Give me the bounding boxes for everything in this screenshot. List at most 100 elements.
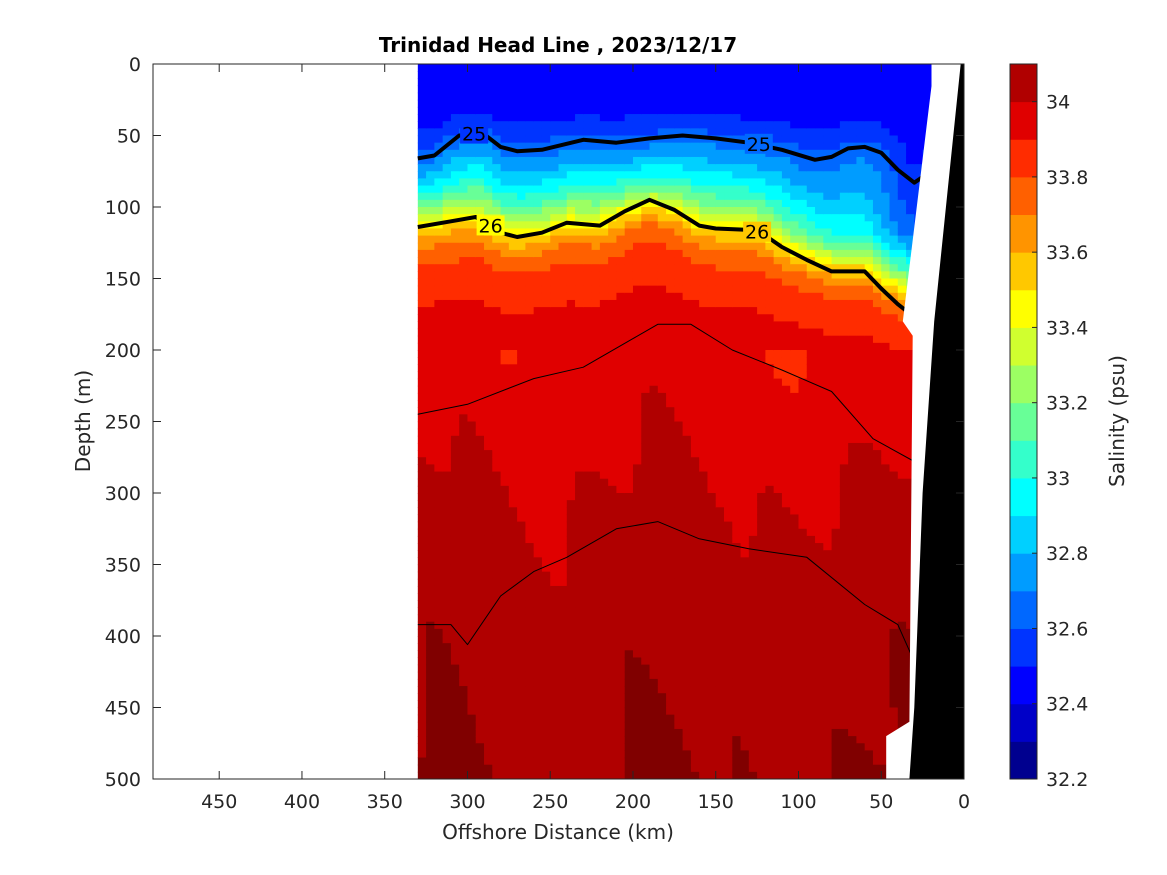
salinity-cell (508, 378, 518, 387)
salinity-cell (599, 714, 609, 723)
salinity-cell (724, 271, 733, 280)
salinity-cell (608, 757, 618, 766)
salinity-cell (500, 664, 510, 673)
salinity-cell (417, 457, 427, 465)
salinity-cell (583, 657, 593, 666)
salinity-cell (773, 564, 783, 573)
salinity-cell (583, 671, 593, 680)
salinity-cell (781, 707, 791, 716)
salinity-cell (715, 385, 725, 394)
salinity-cell (823, 678, 833, 687)
salinity-cell (533, 135, 543, 144)
salinity-cell (434, 350, 444, 358)
salinity-cell (525, 121, 535, 129)
salinity-cell (525, 743, 535, 751)
salinity-cell (426, 650, 435, 659)
salinity-cell (715, 278, 725, 287)
salinity-cell (492, 700, 502, 709)
salinity-cell (707, 593, 717, 601)
salinity-cell (748, 757, 758, 766)
salinity-cell (558, 464, 568, 473)
salinity-cell (591, 128, 601, 137)
salinity-cell (599, 228, 609, 237)
salinity-cell (748, 743, 758, 751)
salinity-cell (773, 392, 783, 401)
salinity-cell (732, 407, 742, 415)
salinity-cell (426, 671, 435, 680)
salinity-cell (434, 142, 444, 151)
salinity-cell (575, 142, 584, 151)
salinity-cell (823, 178, 833, 187)
salinity-cell (508, 235, 518, 244)
salinity-cell (757, 521, 766, 530)
salinity-cell (657, 121, 667, 129)
salinity-cell (823, 357, 833, 365)
salinity-cell (566, 771, 576, 779)
salinity-cell (599, 664, 609, 673)
salinity-cell (690, 442, 700, 451)
salinity-cell (657, 485, 667, 494)
salinity-cell (566, 614, 576, 623)
salinity-cell (740, 764, 750, 773)
salinity-cell (657, 585, 667, 594)
salinity-cell (558, 507, 568, 516)
salinity-cell (484, 149, 493, 158)
salinity-cell (608, 485, 618, 494)
salinity-cell (823, 636, 833, 644)
salinity-cell (591, 249, 601, 258)
salinity-cell (517, 600, 526, 608)
salinity-cell (798, 500, 808, 508)
salinity-cell (566, 414, 576, 423)
salinity-cell (492, 385, 502, 394)
salinity-cell (566, 264, 576, 272)
salinity-cell (616, 686, 626, 694)
salinity-cell (707, 171, 717, 179)
salinity-cell (815, 364, 824, 373)
salinity-cell (641, 321, 651, 330)
salinity-cell (492, 736, 502, 744)
salinity-cell (541, 178, 551, 187)
salinity-cell (641, 585, 651, 594)
salinity-cell (724, 149, 733, 158)
salinity-cell (541, 264, 551, 272)
salinity-cell (417, 128, 427, 137)
salinity-cell (773, 92, 783, 101)
salinity-cell (599, 235, 609, 244)
salinity-cell (732, 235, 742, 244)
salinity-cell (699, 736, 709, 744)
salinity-cell (690, 299, 700, 308)
salinity-cell (790, 478, 800, 487)
salinity-cell (459, 650, 469, 659)
salinity-cell (616, 92, 626, 101)
salinity-cell (525, 78, 535, 87)
salinity-cell (674, 264, 684, 272)
salinity-cell (467, 650, 477, 659)
salinity-cell (591, 242, 601, 251)
salinity-cell (740, 85, 750, 94)
salinity-cell (690, 593, 700, 601)
salinity-cell (558, 500, 568, 508)
salinity-cell (790, 678, 800, 687)
salinity-cell (798, 686, 808, 694)
salinity-cell (517, 192, 526, 201)
salinity-cell (815, 721, 824, 730)
salinity-cell (500, 235, 510, 244)
salinity-cell (666, 106, 675, 115)
salinity-cell (517, 607, 526, 616)
salinity-cell (699, 114, 709, 122)
salinity-cell (740, 114, 750, 122)
salinity-cell (475, 106, 485, 115)
salinity-cell (426, 364, 435, 373)
salinity-cell (765, 493, 775, 501)
salinity-cell (583, 378, 593, 387)
salinity-cell (517, 249, 526, 258)
salinity-cell (798, 199, 808, 208)
salinity-cell (508, 578, 518, 587)
salinity-cell (707, 78, 717, 87)
salinity-cell (690, 357, 700, 365)
salinity-cell (690, 707, 700, 716)
salinity-cell (748, 678, 758, 687)
salinity-cell (616, 628, 626, 637)
salinity-cell (434, 478, 444, 487)
salinity-cell (624, 242, 634, 251)
